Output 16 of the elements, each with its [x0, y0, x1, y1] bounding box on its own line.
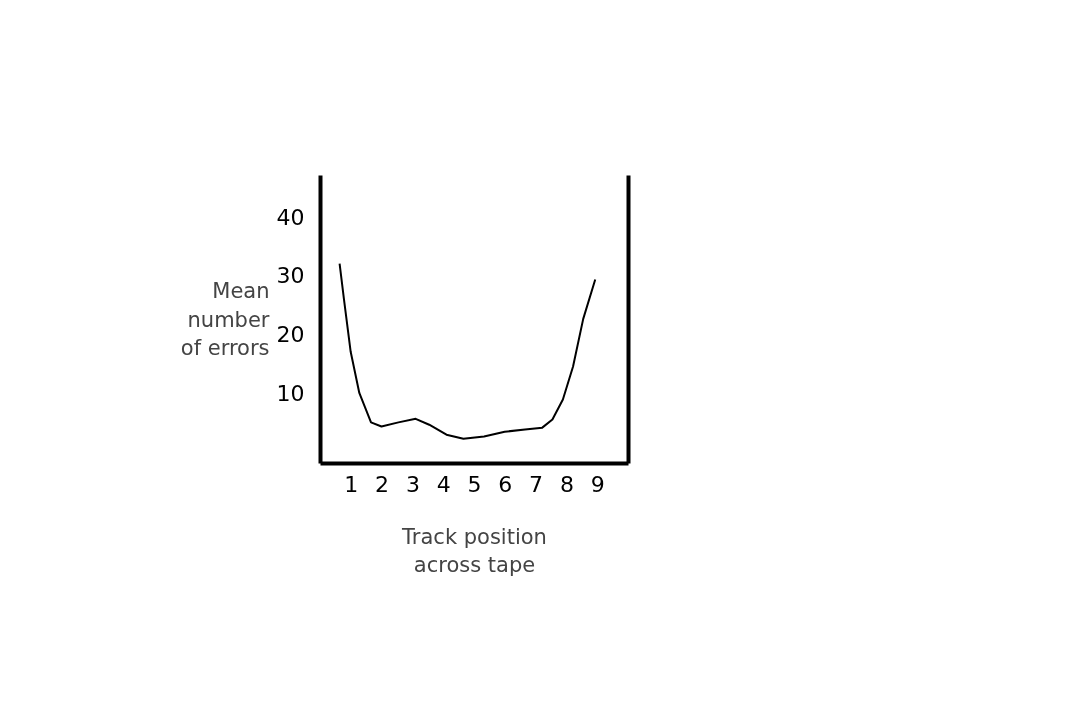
y-tick-label: 20: [276, 322, 305, 348]
x-tick-label: 4: [436, 471, 451, 497]
y-axis-title: Mean number of errors: [180, 278, 270, 361]
x-tick-label: 5: [467, 471, 482, 497]
x-tick-label: 6: [498, 471, 513, 497]
x-tick-label: 3: [405, 471, 420, 497]
y-tick-label: 40: [276, 204, 305, 230]
x-tick-label: 2: [375, 471, 390, 497]
x-axis-title: Track position across tape: [401, 524, 547, 578]
x-tick-label: 8: [559, 471, 574, 497]
x-tick-label: 9: [590, 471, 605, 497]
y-tick-label: 10: [276, 380, 305, 406]
line-series: [338, 262, 597, 440]
x-tick-label: 1: [344, 471, 359, 497]
y-tick-label: 30: [276, 263, 305, 289]
x-tick-label: 7: [529, 471, 544, 497]
